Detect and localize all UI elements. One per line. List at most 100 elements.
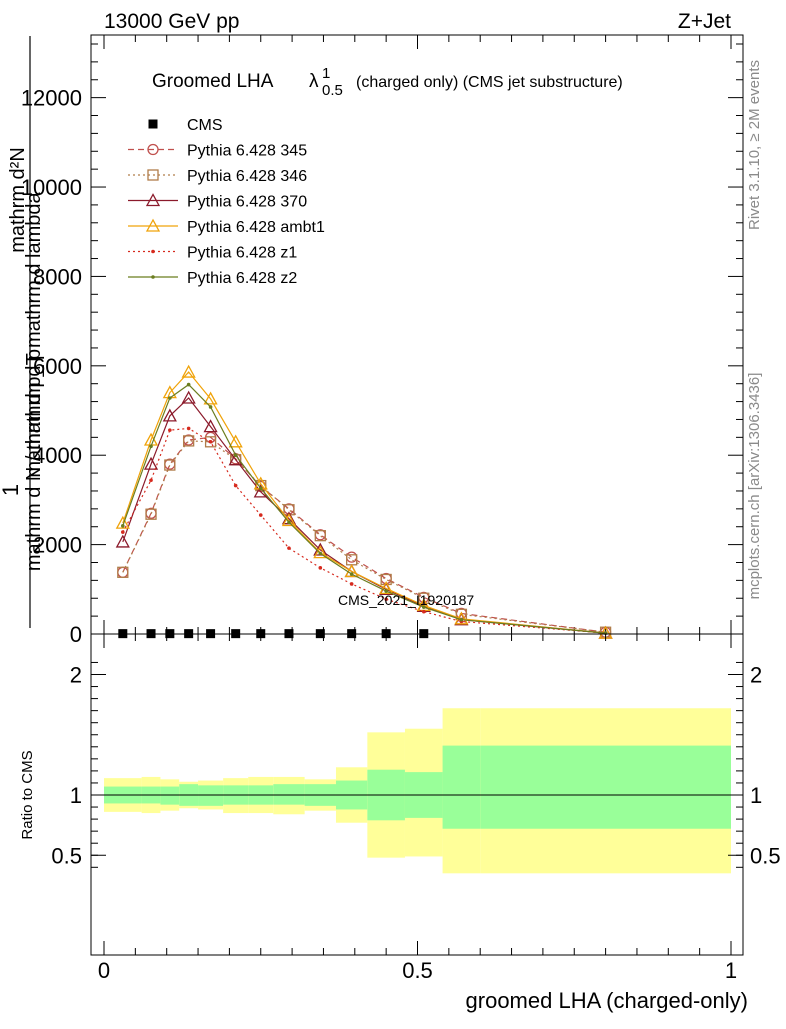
ratio-inner-band bbox=[273, 784, 305, 805]
data-point bbox=[318, 566, 323, 570]
y-axis-label-denominator: mathrm d N / mathrm d p bbox=[23, 349, 45, 571]
x-tick-label: 0 bbox=[98, 958, 110, 983]
y-axis-label-one: 1 bbox=[0, 484, 23, 496]
legend-label: Pythia 6.428 z2 bbox=[187, 270, 297, 287]
y-tick-label: 4000 bbox=[33, 443, 82, 468]
plot-title-sub: 0.5 bbox=[322, 82, 343, 99]
data-point bbox=[258, 486, 263, 491]
data-point bbox=[164, 459, 176, 471]
legend-item: Pythia 6.428 z2 bbox=[128, 270, 297, 287]
ratio-tick-label-left: 2 bbox=[70, 663, 82, 688]
data-point bbox=[208, 440, 213, 444]
data-point bbox=[115, 515, 130, 529]
ratio-inner-band bbox=[160, 786, 180, 805]
legend-item: Pythia 6.428 346 bbox=[128, 168, 307, 185]
ratio-tick-label-left: 1 bbox=[70, 783, 82, 808]
ratio-inner-band bbox=[480, 745, 731, 829]
series-line bbox=[122, 383, 606, 634]
legend-label: Pythia 6.428 345 bbox=[187, 143, 307, 160]
y-axis-label-numerator: mathrm d p_T mathrm d lambda bbox=[23, 191, 45, 477]
data-point bbox=[379, 581, 394, 595]
data-point bbox=[228, 434, 243, 448]
data-point bbox=[148, 119, 158, 129]
y-tick-label: 8000 bbox=[33, 264, 82, 289]
series-pythia-6-428-ambt1 bbox=[115, 364, 613, 639]
data-point bbox=[149, 478, 153, 483]
y-tick-label: 2000 bbox=[33, 533, 82, 558]
series-pythia-6-428-346 bbox=[117, 435, 612, 638]
data-point bbox=[168, 428, 172, 432]
data-point bbox=[203, 419, 218, 433]
y-tick-label: 10000 bbox=[21, 175, 82, 200]
data-point bbox=[346, 551, 358, 563]
ratio-tick-label-right: 0.5 bbox=[750, 843, 781, 868]
x-axis-label: groomed LHA (charged-only) bbox=[466, 988, 748, 1013]
ratio-tick-label-left: 0.5 bbox=[51, 843, 82, 868]
ratio-tick-label-right: 2 bbox=[750, 663, 762, 688]
y-tick-label: 12000 bbox=[21, 86, 82, 111]
series-pythia-6-428-z2 bbox=[121, 382, 608, 635]
legend-label: Pythia 6.428 ambt1 bbox=[187, 219, 325, 236]
data-point bbox=[203, 391, 218, 405]
data-point bbox=[204, 436, 217, 448]
data-point bbox=[281, 513, 297, 527]
data-point bbox=[233, 483, 238, 488]
data-point bbox=[145, 218, 161, 232]
legend-item: Pythia 6.428 z1 bbox=[128, 245, 297, 262]
data-point bbox=[208, 405, 213, 409]
data-point bbox=[186, 382, 191, 387]
data-point bbox=[168, 396, 172, 400]
data-point bbox=[384, 597, 388, 601]
legend-label: CMS bbox=[187, 117, 223, 134]
data-point bbox=[143, 456, 159, 470]
y-axis-label-top: mathrm d²N bbox=[7, 147, 29, 253]
legend-item: Pythia 6.428 370 bbox=[128, 193, 307, 211]
data-point bbox=[149, 444, 153, 449]
legend-label: Pythia 6.428 z1 bbox=[187, 245, 297, 262]
data-point bbox=[182, 435, 195, 447]
data-point bbox=[233, 453, 238, 458]
data-point bbox=[313, 545, 328, 559]
series-line bbox=[122, 371, 606, 634]
legend-item: Pythia 6.428 345 bbox=[128, 143, 307, 160]
y-tick-label: 0 bbox=[70, 622, 82, 647]
legend-item: CMS bbox=[148, 117, 223, 134]
rivet-version-label: Rivet 3.1.10, ≥ 2M events bbox=[746, 60, 763, 230]
data-point bbox=[384, 589, 388, 593]
plot-title: Groomed LHA λ 1 0.5 (charged only) (CMS … bbox=[152, 65, 623, 99]
series-line bbox=[122, 427, 606, 634]
legend-label: Pythia 6.428 346 bbox=[187, 168, 307, 185]
mcplots-label: mcplots.cern.ch [arXiv:1306.3436] bbox=[746, 373, 763, 600]
legend-item: Pythia 6.428 ambt1 bbox=[128, 218, 325, 236]
ratio-bands bbox=[104, 708, 731, 874]
data-point bbox=[117, 566, 129, 578]
data-point bbox=[181, 364, 196, 378]
main-series bbox=[115, 364, 613, 639]
energy-label: 13000 GeV pp bbox=[104, 10, 239, 33]
data-point bbox=[151, 249, 155, 254]
data-point bbox=[121, 524, 125, 528]
y-axis-label: 1 mathrm d p_T mathrm d lambda mathrm d²… bbox=[0, 36, 45, 628]
data-point bbox=[459, 617, 464, 622]
plot-title-main: Groomed LHA bbox=[152, 71, 274, 92]
main-y-tick-labels: 0 2000 4000 6000 8000 10000 12000 bbox=[21, 86, 82, 647]
data-point bbox=[418, 592, 430, 604]
data-point bbox=[258, 513, 263, 517]
ratio-tick-label-right: 1 bbox=[750, 783, 762, 808]
plot-title-sup: 1 bbox=[322, 65, 330, 82]
ratio-y-tick-labels: 0.5 0.5 1 1 2 2 bbox=[51, 663, 780, 869]
data-point bbox=[314, 530, 326, 542]
data-point bbox=[147, 143, 159, 156]
legend-label: Pythia 6.428 370 bbox=[187, 194, 307, 211]
analysis-watermark: CMS_2021_I1920187 bbox=[338, 592, 474, 608]
data-point bbox=[145, 508, 157, 520]
data-point bbox=[421, 605, 426, 609]
process-label: Z+Jet bbox=[678, 10, 731, 33]
x-tick-label: 0.5 bbox=[402, 958, 433, 983]
ratio-y-axis-label: Ratio to CMS bbox=[19, 750, 36, 839]
plot-title-rest: (charged only) (CMS jet substructure) bbox=[356, 74, 623, 91]
x-tick-labels: 0 0.5 1 bbox=[98, 958, 737, 983]
ratio-inner-band bbox=[442, 745, 481, 829]
data-point bbox=[344, 564, 359, 578]
